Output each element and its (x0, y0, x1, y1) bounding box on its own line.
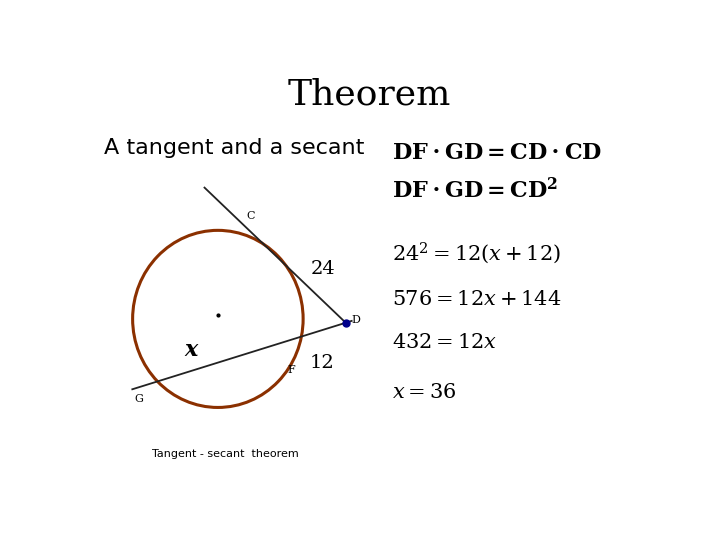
Text: $24^2 = 12(x+12)$: $24^2 = 12(x+12)$ (392, 241, 561, 266)
Text: $576 = 12x+144$: $576 = 12x+144$ (392, 290, 562, 309)
Text: C: C (246, 211, 255, 221)
Text: x: x (184, 339, 197, 361)
Text: Tangent - secant  theorem: Tangent - secant theorem (152, 449, 299, 458)
Text: 24: 24 (310, 260, 336, 278)
Text: Theorem: Theorem (287, 77, 451, 111)
Text: G: G (135, 394, 143, 403)
Text: D: D (351, 315, 360, 326)
Text: $432 = 12x$: $432 = 12x$ (392, 333, 498, 352)
Text: $\mathbf{DF \cdot GD = CD \cdot CD}$: $\mathbf{DF \cdot GD = CD \cdot CD}$ (392, 143, 603, 164)
Text: $\mathbf{DF \cdot GD = CD^2}$: $\mathbf{DF \cdot GD = CD^2}$ (392, 178, 559, 203)
Text: $x = 36$: $x = 36$ (392, 382, 456, 402)
Text: 12: 12 (310, 354, 335, 372)
Text: A tangent and a secant: A tangent and a secant (104, 138, 364, 158)
Text: F: F (287, 365, 295, 375)
